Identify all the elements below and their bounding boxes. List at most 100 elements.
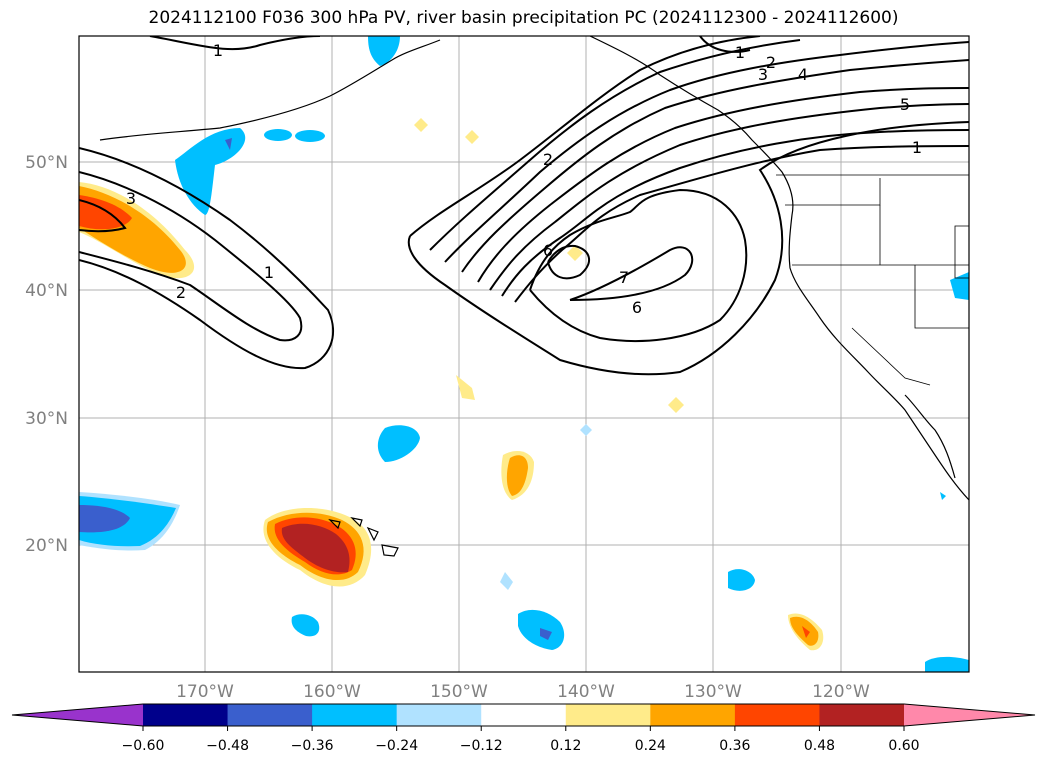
precip-blob	[264, 129, 292, 141]
lat-label: 50°N	[25, 153, 68, 173]
precip-blob	[79, 505, 130, 533]
precip-blob	[465, 130, 479, 144]
colorbar-tick-label: 0.24	[635, 738, 666, 754]
pv-contour-7	[569, 246, 694, 301]
lon-label: 150°W	[430, 682, 488, 702]
contour-label: 1	[264, 263, 274, 282]
precip-pc-shading	[79, 36, 969, 672]
border-ca-nv	[851, 327, 931, 386]
colorbar-swatch	[312, 704, 398, 726]
precip-blob	[940, 492, 946, 500]
west-coast	[589, 36, 969, 501]
precip-blob	[950, 272, 969, 300]
lon-label: 160°W	[303, 682, 361, 702]
contour-label: 1	[213, 41, 223, 60]
pv-contour-3b	[461, 59, 969, 273]
colorbar-swatch	[734, 704, 820, 726]
precip-blob	[506, 455, 528, 496]
pv-contours	[79, 36, 969, 376]
contour-label: 3	[126, 189, 136, 208]
colorbar-tick-label: 0.48	[804, 738, 835, 754]
lon-label: 120°W	[812, 682, 870, 702]
colorbar-extend-high	[904, 704, 1035, 726]
lon-label: 170°W	[176, 682, 234, 702]
contour-label: 2	[766, 53, 776, 72]
contour-label: 6	[632, 298, 642, 317]
colorbar-swatch	[565, 704, 651, 726]
pv-contour-3	[79, 199, 127, 233]
pv-contour-1d	[149, 36, 321, 51]
lon-label: 130°W	[684, 682, 742, 702]
contour-label: 4	[798, 65, 808, 84]
precip-blob	[377, 425, 420, 462]
lon-label: 140°W	[557, 682, 615, 702]
figure-title: 2024112100 F036 300 hPa PV, river basin …	[148, 8, 899, 28]
colorbar-swatch	[819, 704, 905, 726]
lon-labels: 170°W 160°W 150°W 140°W 130°W 120°W	[176, 682, 870, 702]
precip-blob	[225, 138, 232, 150]
pv-contour-2c	[444, 41, 969, 263]
colorbar-swatch	[396, 704, 482, 726]
colorbar-swatch	[481, 704, 567, 726]
precip-blob	[414, 118, 428, 132]
colorbar-swatch	[650, 704, 736, 726]
colorbar-tick-label: 0.60	[888, 738, 919, 754]
contour-label: 7	[619, 268, 629, 287]
contour-label: 3	[758, 65, 768, 84]
baja-coast	[904, 394, 956, 479]
precip-blob	[728, 569, 755, 591]
border-nv-az	[914, 265, 969, 329]
colorbar-swatch	[227, 704, 313, 726]
lat-label: 30°N	[25, 409, 68, 429]
precip-blob	[668, 397, 684, 413]
colorbar-tick-label: −0.12	[460, 738, 503, 754]
precip-blob	[580, 424, 592, 436]
pv-contour-4b	[477, 87, 969, 283]
colorbar-tick-label: 0.12	[550, 738, 581, 754]
lat-label: 20°N	[25, 536, 68, 556]
pv-contour-labels: 1 1 2 3 4 5 1 2 6 7 6 3 1 2	[126, 41, 922, 317]
pv-contour-1e	[699, 36, 751, 53]
precip-blob	[368, 36, 400, 66]
precip-blob	[295, 130, 325, 142]
colorbar-swatch	[143, 704, 229, 726]
lat-label: 40°N	[25, 281, 68, 301]
contour-label: 5	[900, 95, 910, 114]
colorbar-tick-label: −0.48	[206, 738, 249, 754]
contour-label: 2	[543, 150, 553, 169]
pv-contour-5b	[489, 103, 969, 291]
precip-blob	[456, 375, 475, 400]
precip-blob	[540, 628, 552, 640]
colorbar-extend-low	[12, 704, 143, 726]
pv-contour-6	[529, 188, 748, 342]
precip-blob	[175, 128, 246, 215]
hawaii-islands	[328, 517, 399, 557]
contour-label: 1	[912, 138, 922, 157]
pv-contour-1b	[409, 36, 761, 237]
lat-labels: 50°N 40°N 30°N 20°N	[25, 153, 68, 556]
colorbar-tick-label: −0.24	[375, 738, 418, 754]
pv-contour-6b	[547, 244, 590, 280]
precip-blob	[925, 656, 969, 672]
colorbar-tick-label: 0.36	[719, 738, 750, 754]
colorbar: −0.60 −0.48 −0.36 −0.24 −0.12 0.12 0.24 0.36 0.4…	[11, 703, 1036, 754]
coastlines	[99, 36, 969, 557]
precip-blob	[802, 626, 810, 638]
precip-blob	[500, 572, 513, 590]
contour-label: 2	[176, 283, 186, 302]
precip-blob	[291, 614, 320, 637]
map-panel	[79, 36, 969, 672]
border-ut	[954, 225, 969, 279]
precip-blob	[567, 245, 583, 261]
colorbar-tick-label: −0.60	[122, 738, 165, 754]
pv-contour-2	[79, 171, 303, 342]
pv-contour-1	[79, 147, 334, 370]
precip-blob	[281, 523, 350, 573]
contour-label: 6	[543, 241, 553, 260]
pv-contour-1c	[514, 145, 969, 303]
contour-label: 1	[735, 43, 745, 62]
pv-contour-5c	[501, 129, 969, 297]
map-frame	[78, 35, 970, 673]
political-borders	[776, 174, 969, 386]
